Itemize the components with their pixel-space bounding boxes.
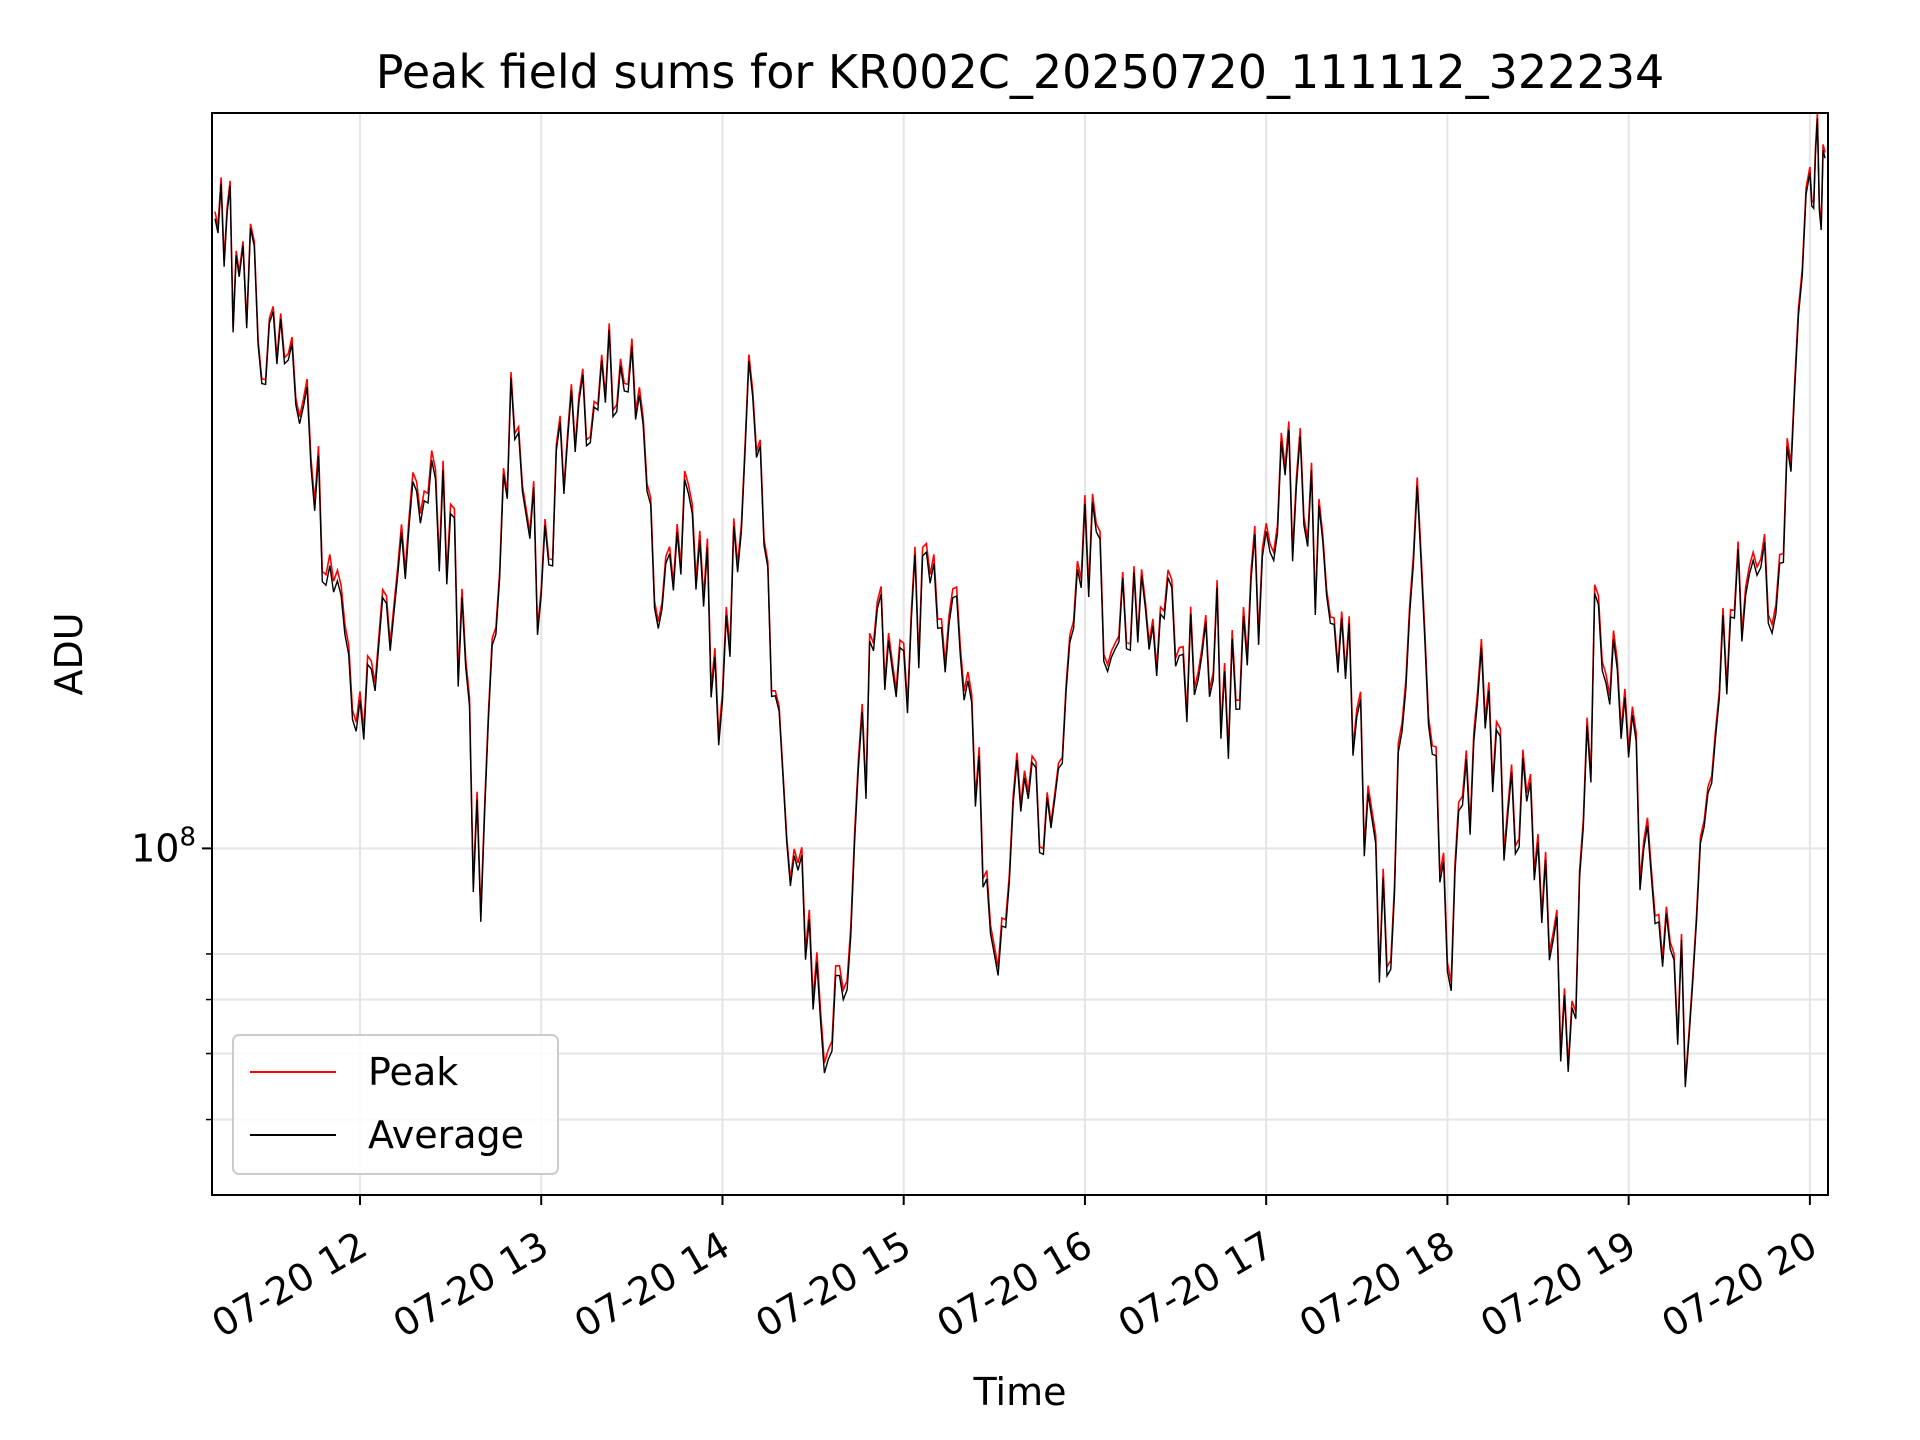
y-axis-label: ADU [47, 612, 91, 695]
series-layer [214, 112, 1826, 1088]
y-tick-label-exponent: 8 [179, 822, 196, 852]
legend: Peak Average [232, 1034, 559, 1175]
legend-box [232, 1034, 559, 1175]
legend-label-average: Average [368, 1113, 524, 1157]
plot-frame [211, 112, 1829, 1196]
chart-title: Peak field sums for KR002C_20250720_1111… [376, 45, 1665, 99]
grid [212, 113, 1828, 1195]
series-line-average [214, 118, 1826, 1088]
x-axis-label: Time [973, 1370, 1067, 1414]
legend-label-peak: Peak [368, 1050, 458, 1094]
